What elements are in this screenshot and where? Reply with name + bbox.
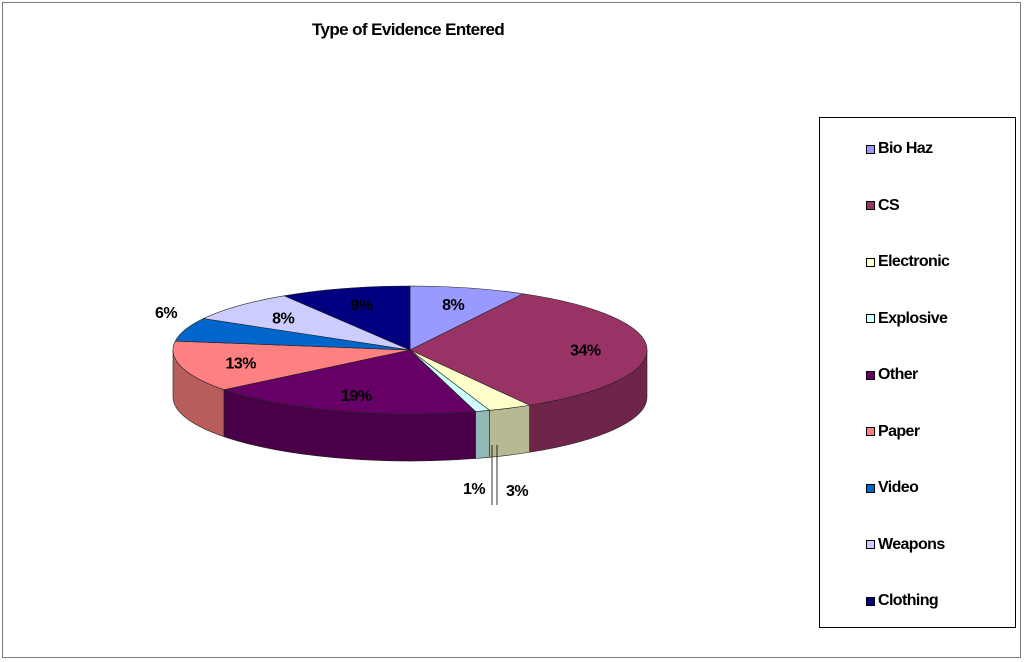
data-label-other: 19% xyxy=(341,388,372,405)
legend-item-other: Other xyxy=(866,364,918,386)
legend-label: Video xyxy=(878,479,919,496)
data-label-cs: 34% xyxy=(570,342,601,359)
data-label-weapons: 8% xyxy=(272,310,294,327)
legend-swatch xyxy=(866,370,875,380)
legend-item-clothing: Clothing xyxy=(866,590,939,612)
legend-swatch xyxy=(866,314,875,323)
legend-label: CS xyxy=(878,196,900,214)
legend-item-explosive: Explosive xyxy=(866,308,948,330)
legend-swatch xyxy=(866,257,875,267)
pie-side-explosive xyxy=(475,409,490,459)
pie-slice-clothing xyxy=(283,285,411,351)
legend-item-bio-haz: Bio Haz xyxy=(866,138,933,160)
data-label-electronic: 3% xyxy=(506,483,528,500)
legend-label: Other xyxy=(878,366,918,383)
legend-label: Paper xyxy=(878,422,920,440)
legend-label: Electronic xyxy=(878,253,950,270)
data-label-clothing: 9% xyxy=(350,297,372,314)
pie-slice-weapons xyxy=(202,295,411,351)
data-label-video: 6% xyxy=(155,305,177,322)
legend-item-cs: CS xyxy=(866,195,900,217)
legend-swatch xyxy=(866,596,875,606)
data-label-paper: 13% xyxy=(225,355,256,372)
pie-slice-bio-haz xyxy=(409,285,525,351)
legend-item-weapons: Weapons xyxy=(866,534,945,556)
legend-item-paper: Paper xyxy=(866,421,920,443)
pie-slice-paper xyxy=(172,340,411,390)
data-label-explosive: 1% xyxy=(463,481,485,498)
legend-swatch xyxy=(866,427,875,436)
legend-item-electronic: Electronic xyxy=(866,251,950,273)
legend-swatch xyxy=(866,201,875,210)
legend-label: Weapons xyxy=(878,535,945,553)
legend-label: Bio Haz xyxy=(878,140,933,157)
pie-slice-other xyxy=(222,349,477,415)
legend-swatch xyxy=(866,483,875,493)
pie-slice-cs xyxy=(409,293,648,406)
legend-item-video: Video xyxy=(866,477,919,499)
data-label-bio-haz: 8% xyxy=(442,297,464,314)
legend-swatch xyxy=(866,540,875,549)
legend-label: Explosive xyxy=(878,309,948,327)
chart-title: Type of Evidence Entered xyxy=(312,20,505,39)
legend: Bio Haz CS Electronic Explosive Other Paper Vi… xyxy=(819,117,1016,628)
legend-label: Clothing xyxy=(878,592,939,609)
legend-swatch xyxy=(866,144,875,154)
pie-side-electronic xyxy=(489,404,530,458)
